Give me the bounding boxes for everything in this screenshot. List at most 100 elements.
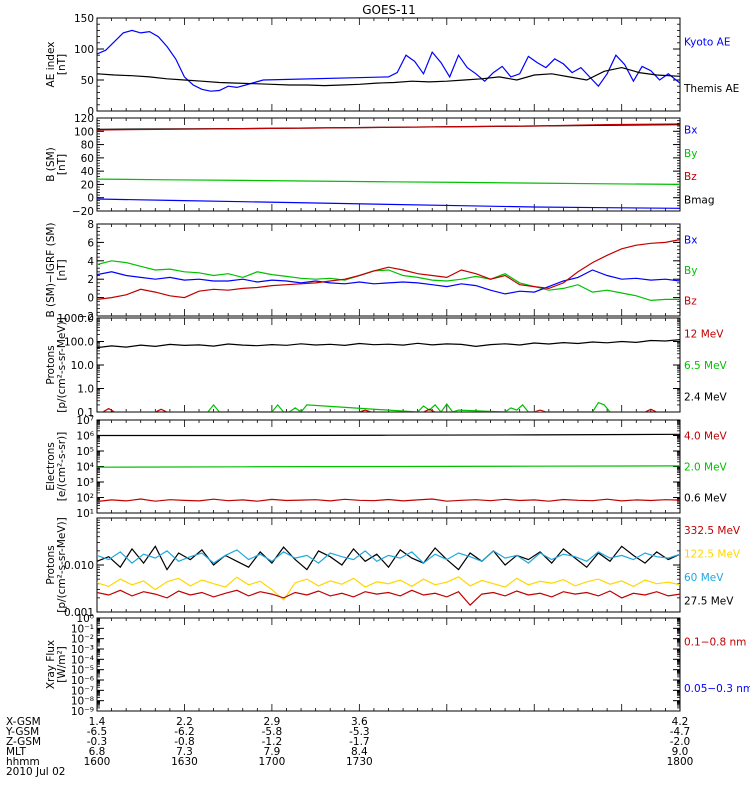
footer-value: -0.3 [87, 736, 108, 748]
footer-value: 8.4 [351, 746, 368, 758]
footer-value: 1700 [259, 756, 286, 768]
y-tick-label: 10⁶ [76, 431, 94, 443]
y-tick-label: 0.001 [64, 607, 94, 619]
footer-value: 3.6 [351, 716, 368, 728]
series-line-4-0-mev [97, 498, 680, 503]
y-tick-label: 150 [74, 13, 94, 25]
series-line-by [97, 260, 680, 302]
legend-entry: 0.1−0.8 nm [684, 636, 746, 648]
footer-value: -0.8 [174, 736, 195, 748]
legend-entry: 0.6 MeV [684, 493, 728, 505]
panel-ae: 0 50 100 150 AE index [nT] Kyoto AE Themis AE [45, 13, 739, 118]
series-line-bz [97, 239, 680, 300]
legend-entry: 27.5 MeV [684, 595, 734, 607]
panel-electrons: 10¹ 10² 10³ 10⁴ 10⁵ 10⁶ 10⁷ Electrons [e/(cm²-s-… [45, 415, 728, 520]
y-tick-label: 8 [87, 219, 94, 231]
legend-entry: Bmag [684, 194, 715, 206]
footer-value: 4.2 [672, 716, 689, 728]
footer-row-label: Z-GSM [6, 736, 41, 748]
footer-value: 7.9 [264, 746, 281, 758]
y-axis-title: Protons [45, 545, 57, 584]
y-tick-label: 40 [81, 166, 94, 178]
legend-entry: 2.0 MeV [684, 462, 728, 474]
footer-value: -5.3 [349, 726, 370, 738]
footer-value: -5.8 [262, 726, 283, 738]
panel-frame [96, 317, 681, 413]
y-axis-title: Xray Flux [45, 640, 57, 689]
y-tick-label: −2 [79, 311, 94, 323]
footer-value: -1.2 [262, 736, 283, 748]
footer-value: 2.9 [264, 716, 281, 728]
y-tick-label: 10.0 [71, 360, 94, 372]
y-axis-title: Electrons [45, 442, 57, 491]
y-axis-title: B (SM)−IGRF (SM) [45, 222, 57, 317]
y-tick-label: 0.1 [77, 407, 94, 419]
footer-date: 2010 Jul 02 [6, 766, 65, 778]
y-tick-label: 100.0 [64, 337, 94, 349]
panel-protons-high: 0.001 0.010 Protons [p/(cm²-s-sr-MeV)] 332.5… [45, 517, 741, 619]
panel-frame [96, 517, 681, 613]
series-line-themis-ae [97, 66, 680, 87]
footer-value: -6.2 [174, 726, 195, 738]
series-line-27-5-mev [97, 545, 680, 571]
y-tick-label: 50 [81, 75, 94, 87]
panel-protons-low: 0.1 1.0 10.0 100.0 1000.0 Protons [p/(cm²-s-sr… [45, 313, 728, 419]
y-tick-label: 0.010 [64, 560, 94, 572]
y-tick-label: 80 [81, 140, 94, 152]
series-line-bx [97, 269, 680, 295]
series-line-332-5-mev [97, 589, 680, 606]
legend-entry: Bx [684, 125, 697, 137]
legend-entry: 12 MeV [684, 329, 724, 341]
y-tick-label: 20 [81, 179, 94, 191]
chart-title: GOES-11 [362, 3, 416, 17]
footer-value: -1.7 [349, 736, 370, 748]
series-line-kyoto-ae [97, 29, 680, 92]
footer-value: 6.8 [89, 746, 106, 758]
y-axis-title: [p/(cm²-s-sr-MeV)] [56, 317, 68, 412]
y-axis-title: [nT] [56, 54, 68, 75]
footer-value: 9.0 [672, 746, 689, 758]
panel-frame [96, 17, 681, 112]
y-tick-label: 10⁴ [76, 462, 94, 474]
y-tick-label: 120 [74, 113, 94, 125]
footer-value: 1730 [346, 756, 373, 768]
y-tick-label: 100 [74, 126, 94, 138]
y-tick-label: 10⁻² [71, 634, 94, 646]
legend-entry: Themis AE [683, 83, 739, 95]
y-tick-label: 10⁻¹ [71, 623, 94, 635]
footer-row-label: X-GSM [6, 716, 41, 728]
y-tick-label: 10⁵ [76, 446, 94, 458]
y-tick-label: 0 [87, 106, 94, 118]
y-axis-title: [nT] [56, 259, 68, 280]
series-line-6-5-mev [207, 401, 611, 412]
series-line-bz [97, 123, 680, 131]
footer-value: 1600 [84, 756, 111, 768]
footer-row-label: hhmm [6, 756, 40, 768]
y-tick-label: 10¹ [76, 508, 94, 520]
footer-value: 2.2 [176, 716, 193, 728]
legend-entry: 0.05−0.3 nm [684, 683, 750, 695]
y-tick-label: 10³ [76, 477, 94, 489]
series-line-bx [97, 198, 680, 209]
y-tick-label: 100 [74, 44, 94, 56]
y-axis-title: [e/(cm²-s-sr)] [56, 432, 68, 501]
footer-value: 1630 [171, 756, 198, 768]
y-tick-label: 10⁻³ [71, 644, 94, 656]
legend-entry: By [684, 148, 697, 160]
y-tick-label: 10⁻⁹ [71, 706, 94, 718]
y-tick-label: 10⁻⁶ [71, 675, 94, 687]
footer-value: -2.0 [670, 736, 691, 748]
y-tick-label: 2 [87, 274, 94, 286]
legend-entry: 60 MeV [684, 572, 724, 584]
y-tick-label: 1000.0 [57, 313, 94, 325]
legend-entry: 6.5 MeV [684, 360, 728, 372]
y-tick-label: 10² [76, 493, 94, 505]
y-tick-label: 10⁻⁸ [71, 696, 94, 708]
legend-entry: 332.5 MeV [684, 525, 741, 537]
y-tick-label: 10⁰ [76, 613, 94, 625]
legend-entry: 4.0 MeV [684, 431, 728, 443]
y-tick-label: 1.0 [77, 384, 94, 396]
series-line-2-4-mev [97, 339, 680, 349]
